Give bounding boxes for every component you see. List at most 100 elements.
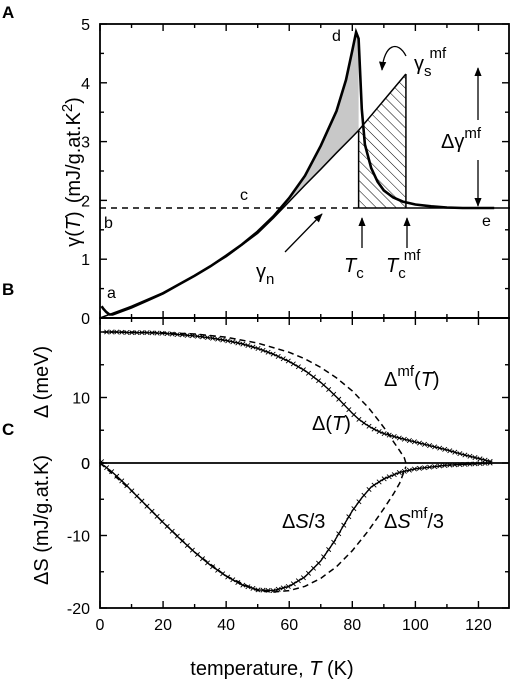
- delta-s-data-point: [174, 533, 180, 539]
- delta-s-data-point: [124, 483, 130, 489]
- delta-s-data-point: [210, 564, 216, 570]
- delta-s-data-point: [305, 570, 311, 576]
- panel-a-y-tick-label: 5: [81, 17, 90, 34]
- delta-s-data-point: [401, 468, 407, 474]
- delta-s-data-point: [119, 478, 125, 484]
- delta-s-data-point: [316, 560, 322, 566]
- delta-data-point: [331, 391, 337, 397]
- point-label-a: a: [107, 285, 116, 302]
- delta-data-point: [326, 387, 332, 393]
- delta-data-markers: [99, 329, 493, 465]
- delta-data-point: [210, 335, 216, 341]
- delta-s-data-point: [199, 556, 206, 562]
- panel-c-y-tick-label: -10: [67, 529, 90, 546]
- delta-data-point: [305, 370, 311, 376]
- delta-s-data-point: [184, 542, 190, 549]
- delta-data-point: [265, 349, 271, 355]
- delta-s-data-point: [366, 486, 372, 492]
- delta-s-data-point: [149, 508, 155, 514]
- delta-data-point: [406, 438, 412, 444]
- delta-data-point: [260, 347, 266, 353]
- delta-data-point: [416, 440, 423, 446]
- x-tick-label: 80: [343, 617, 361, 634]
- panel-a-y-tick-label: 3: [81, 135, 90, 152]
- delta-data-point: [104, 329, 110, 335]
- delta-s-data-point: [265, 587, 271, 593]
- delta-data-point: [149, 330, 155, 336]
- delta-data-point: [336, 396, 342, 402]
- delta-s-data-point: [416, 465, 423, 471]
- delta-data-point: [437, 445, 443, 451]
- gamma-s-mf-label: γsmf: [414, 45, 447, 80]
- delta-s-data-point: [225, 574, 231, 580]
- delta-s-data-point: [437, 463, 443, 469]
- delta-data-point: [215, 336, 221, 342]
- delta-s-data-point: [427, 464, 433, 470]
- delta-data-point: [452, 449, 458, 455]
- delta-s-data-point: [376, 479, 382, 485]
- delta-s-mf-label: ΔSmf/3: [384, 505, 444, 533]
- panel-a-plot: a b c d e γn γsmf Δγmf Tc Tcmf: [99, 27, 510, 319]
- delta-s-data-point: [114, 473, 120, 479]
- delta-data-point: [189, 333, 195, 339]
- gamma-n-pointer-arrow: [284, 213, 323, 253]
- delta-s-data-point: [331, 539, 337, 545]
- delta-data-point: [174, 331, 180, 338]
- delta-data-point: [285, 358, 291, 364]
- delta-s-data-point: [154, 513, 160, 519]
- gamma-s-mf-pointer-arrow: [379, 45, 407, 71]
- delta-data-point: [124, 329, 130, 335]
- delta-s-data-point: [240, 582, 246, 588]
- mf-hatched-area: [358, 73, 406, 209]
- delta-data-point: [134, 330, 140, 336]
- delta-s-data-point: [215, 567, 221, 573]
- delta-data-point: [432, 444, 438, 450]
- delta-s-data-point: [220, 571, 226, 577]
- delta-data-point: [159, 330, 165, 336]
- delta-data-point: [477, 456, 483, 462]
- panel-letter-c: C: [2, 420, 14, 439]
- delta-data-point: [341, 401, 347, 407]
- delta-data-point: [321, 382, 327, 388]
- delta-s-data-point: [169, 528, 175, 534]
- delta-s-data-point: [255, 587, 261, 593]
- panel-a-y-tick-label: 1: [81, 252, 90, 269]
- delta-data-point: [467, 453, 473, 459]
- delta-data-point: [381, 431, 387, 437]
- delta-s-data-point: [260, 587, 266, 593]
- panel-c-y-tick-label: -20: [67, 601, 90, 618]
- delta-s-data-point: [422, 465, 428, 471]
- delta-s-data-point: [290, 581, 296, 587]
- gamma-s-mf-line: [358, 73, 407, 131]
- delta-label: Δ(T): [312, 413, 351, 435]
- panel-c-y-axis-label: ΔS (mJ/g.at.K): [31, 455, 53, 585]
- panel-b-y-tick-label: 10: [72, 391, 90, 408]
- delta-s-data-point: [371, 482, 377, 488]
- delta-data-point: [391, 434, 397, 440]
- delta-data-point: [427, 443, 433, 449]
- delta-s-data-point: [280, 585, 286, 591]
- panel-a-y-tick-label: 2: [81, 193, 90, 210]
- delta-data-point: [290, 361, 296, 367]
- x-tick-label: 20: [154, 617, 172, 634]
- delta-s-data-point: [250, 585, 256, 591]
- delta-s-data-point: [104, 465, 110, 471]
- point-label-d: d: [332, 28, 341, 45]
- point-label-c: c: [240, 187, 248, 204]
- delta-data-point: [194, 333, 200, 339]
- delta-s-data-point: [432, 464, 438, 470]
- panel-c-plot: ΔS/3 ΔSmf/3: [99, 460, 493, 594]
- delta-s-data-point: [285, 583, 291, 590]
- delta-s-label: ΔS/3: [282, 511, 325, 533]
- panel-b-y-axis-label: Δ (meV): [31, 346, 53, 418]
- delta-s-data-point: [381, 476, 387, 482]
- delta-data-point: [240, 341, 246, 347]
- delta-s-data-point: [391, 472, 397, 478]
- delta-s-data-point: [411, 466, 417, 472]
- delta-data-point: [422, 441, 428, 447]
- delta-s-data-point: [386, 474, 392, 480]
- delta-data-point: [270, 351, 276, 357]
- delta-data-point: [255, 345, 261, 352]
